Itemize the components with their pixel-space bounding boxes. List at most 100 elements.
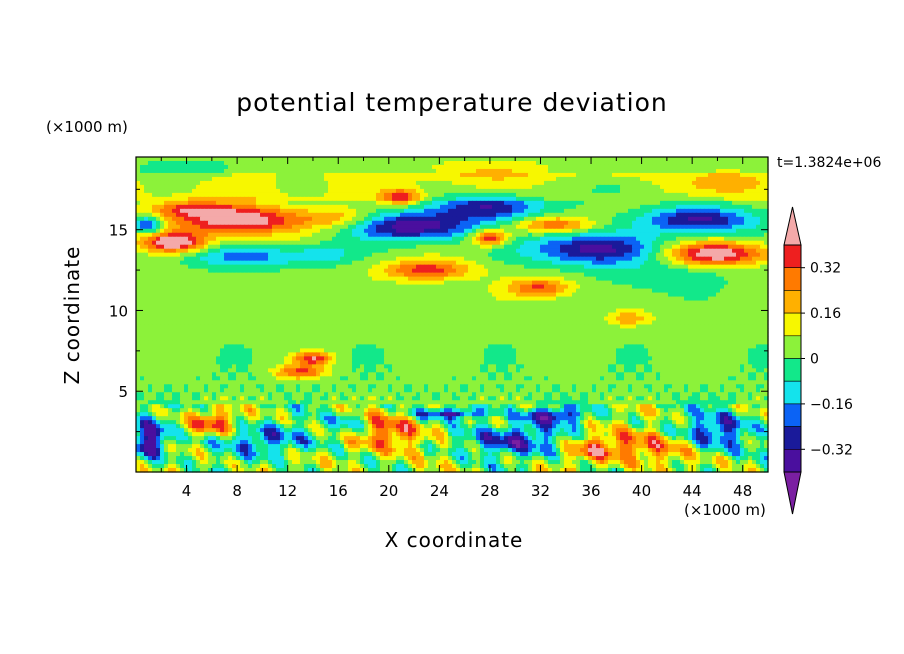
heatmap-cell <box>560 196 565 202</box>
heatmap-cell <box>332 212 337 218</box>
heatmap-cell <box>752 204 757 210</box>
heatmap-cell <box>372 184 377 190</box>
heatmap-cell <box>480 236 485 242</box>
heatmap-cell <box>752 232 757 238</box>
heatmap-cell <box>244 212 249 218</box>
heatmap-cell <box>476 200 481 206</box>
heatmap-cell <box>480 220 485 226</box>
heatmap-cell <box>764 196 769 202</box>
heatmap-cell <box>140 280 145 286</box>
heatmap-cell <box>604 248 609 254</box>
heatmap-cell <box>284 216 289 222</box>
heatmap-cell <box>324 256 329 262</box>
heatmap-cell <box>212 240 217 246</box>
heatmap-cell <box>424 248 429 254</box>
heatmap-cell <box>308 180 313 186</box>
heatmap-cell <box>252 220 257 226</box>
heatmap-cell <box>292 188 297 194</box>
heatmap-cell <box>692 240 697 246</box>
heatmap-cell <box>368 252 373 258</box>
heatmap-cell <box>360 268 365 274</box>
heatmap-cell <box>692 176 697 182</box>
heatmap-cell <box>396 192 401 198</box>
heatmap-cell <box>264 184 269 190</box>
heatmap-cell <box>668 172 673 178</box>
heatmap-cell <box>476 176 481 182</box>
heatmap-cell <box>196 192 201 198</box>
heatmap-cell <box>524 260 529 266</box>
heatmap-cell <box>144 260 149 266</box>
heatmap-cell <box>388 204 393 210</box>
heatmap-cell <box>348 164 353 170</box>
heatmap-cell <box>288 276 293 282</box>
heatmap-cell <box>192 276 197 282</box>
heatmap-cell <box>504 176 509 182</box>
heatmap-cell <box>572 168 577 174</box>
heatmap-cell <box>152 276 157 282</box>
heatmap-cell <box>216 188 221 194</box>
heatmap-cell <box>164 204 169 210</box>
heatmap-cell <box>636 276 641 282</box>
heatmap-cell <box>572 164 577 170</box>
heatmap-cell <box>392 200 397 206</box>
heatmap-cell <box>692 180 697 186</box>
heatmap-cell <box>536 232 541 238</box>
heatmap-cell <box>184 208 189 214</box>
heatmap-cell <box>372 252 377 258</box>
heatmap-cell <box>376 188 381 194</box>
heatmap-cell <box>548 224 553 230</box>
heatmap-cell <box>356 224 361 230</box>
heatmap-cell <box>516 236 521 242</box>
heatmap-cell <box>172 180 177 186</box>
heatmap-cell <box>388 224 393 230</box>
heatmap-cell <box>352 164 357 170</box>
heatmap-cell <box>152 228 157 234</box>
heatmap-cell <box>760 176 765 182</box>
heatmap-cell <box>720 188 725 194</box>
heatmap-cell <box>168 268 173 274</box>
heatmap-cell <box>336 172 341 178</box>
heatmap-cell <box>512 256 517 262</box>
heatmap-cell <box>324 168 329 174</box>
heatmap-cell <box>632 244 637 250</box>
heatmap-cell <box>184 232 189 238</box>
heatmap-cell <box>576 180 581 186</box>
heatmap-cell <box>612 168 617 174</box>
heatmap-cell <box>612 180 617 186</box>
heatmap-cell <box>524 196 529 202</box>
heatmap-cell <box>392 280 397 286</box>
heatmap-cell <box>532 172 537 178</box>
heatmap-cell <box>408 208 413 214</box>
heatmap-cell <box>264 272 269 278</box>
heatmap-cell <box>628 164 633 170</box>
heatmap-cell <box>408 228 413 234</box>
heatmap-cell <box>416 240 421 246</box>
heatmap-cell <box>528 224 533 230</box>
heatmap-cell <box>324 228 329 234</box>
heatmap-cell <box>456 160 461 166</box>
heatmap-cell <box>764 236 769 242</box>
heatmap-cell <box>200 196 205 202</box>
heatmap-cell <box>220 244 225 250</box>
heatmap-cell <box>344 224 349 230</box>
heatmap-cell <box>644 264 649 270</box>
heatmap-cell <box>648 168 653 174</box>
heatmap-cell <box>420 180 425 186</box>
heatmap-cell <box>572 252 577 258</box>
heatmap-cell <box>480 272 485 278</box>
heatmap-cell <box>440 200 445 206</box>
heatmap-cell <box>244 164 249 170</box>
heatmap-cell <box>700 157 705 162</box>
heatmap-cell <box>668 240 673 246</box>
heatmap-cell <box>576 172 581 178</box>
heatmap-cell <box>348 280 353 286</box>
heatmap-cell <box>472 180 477 186</box>
heatmap-cell <box>692 244 697 250</box>
heatmap-cell <box>372 157 377 162</box>
heatmap-cell <box>644 192 649 198</box>
heatmap-cell <box>252 244 257 250</box>
heatmap-cell <box>548 260 553 266</box>
heatmap-cell <box>676 212 681 218</box>
heatmap-cell <box>552 157 557 162</box>
heatmap-cell <box>356 157 361 162</box>
